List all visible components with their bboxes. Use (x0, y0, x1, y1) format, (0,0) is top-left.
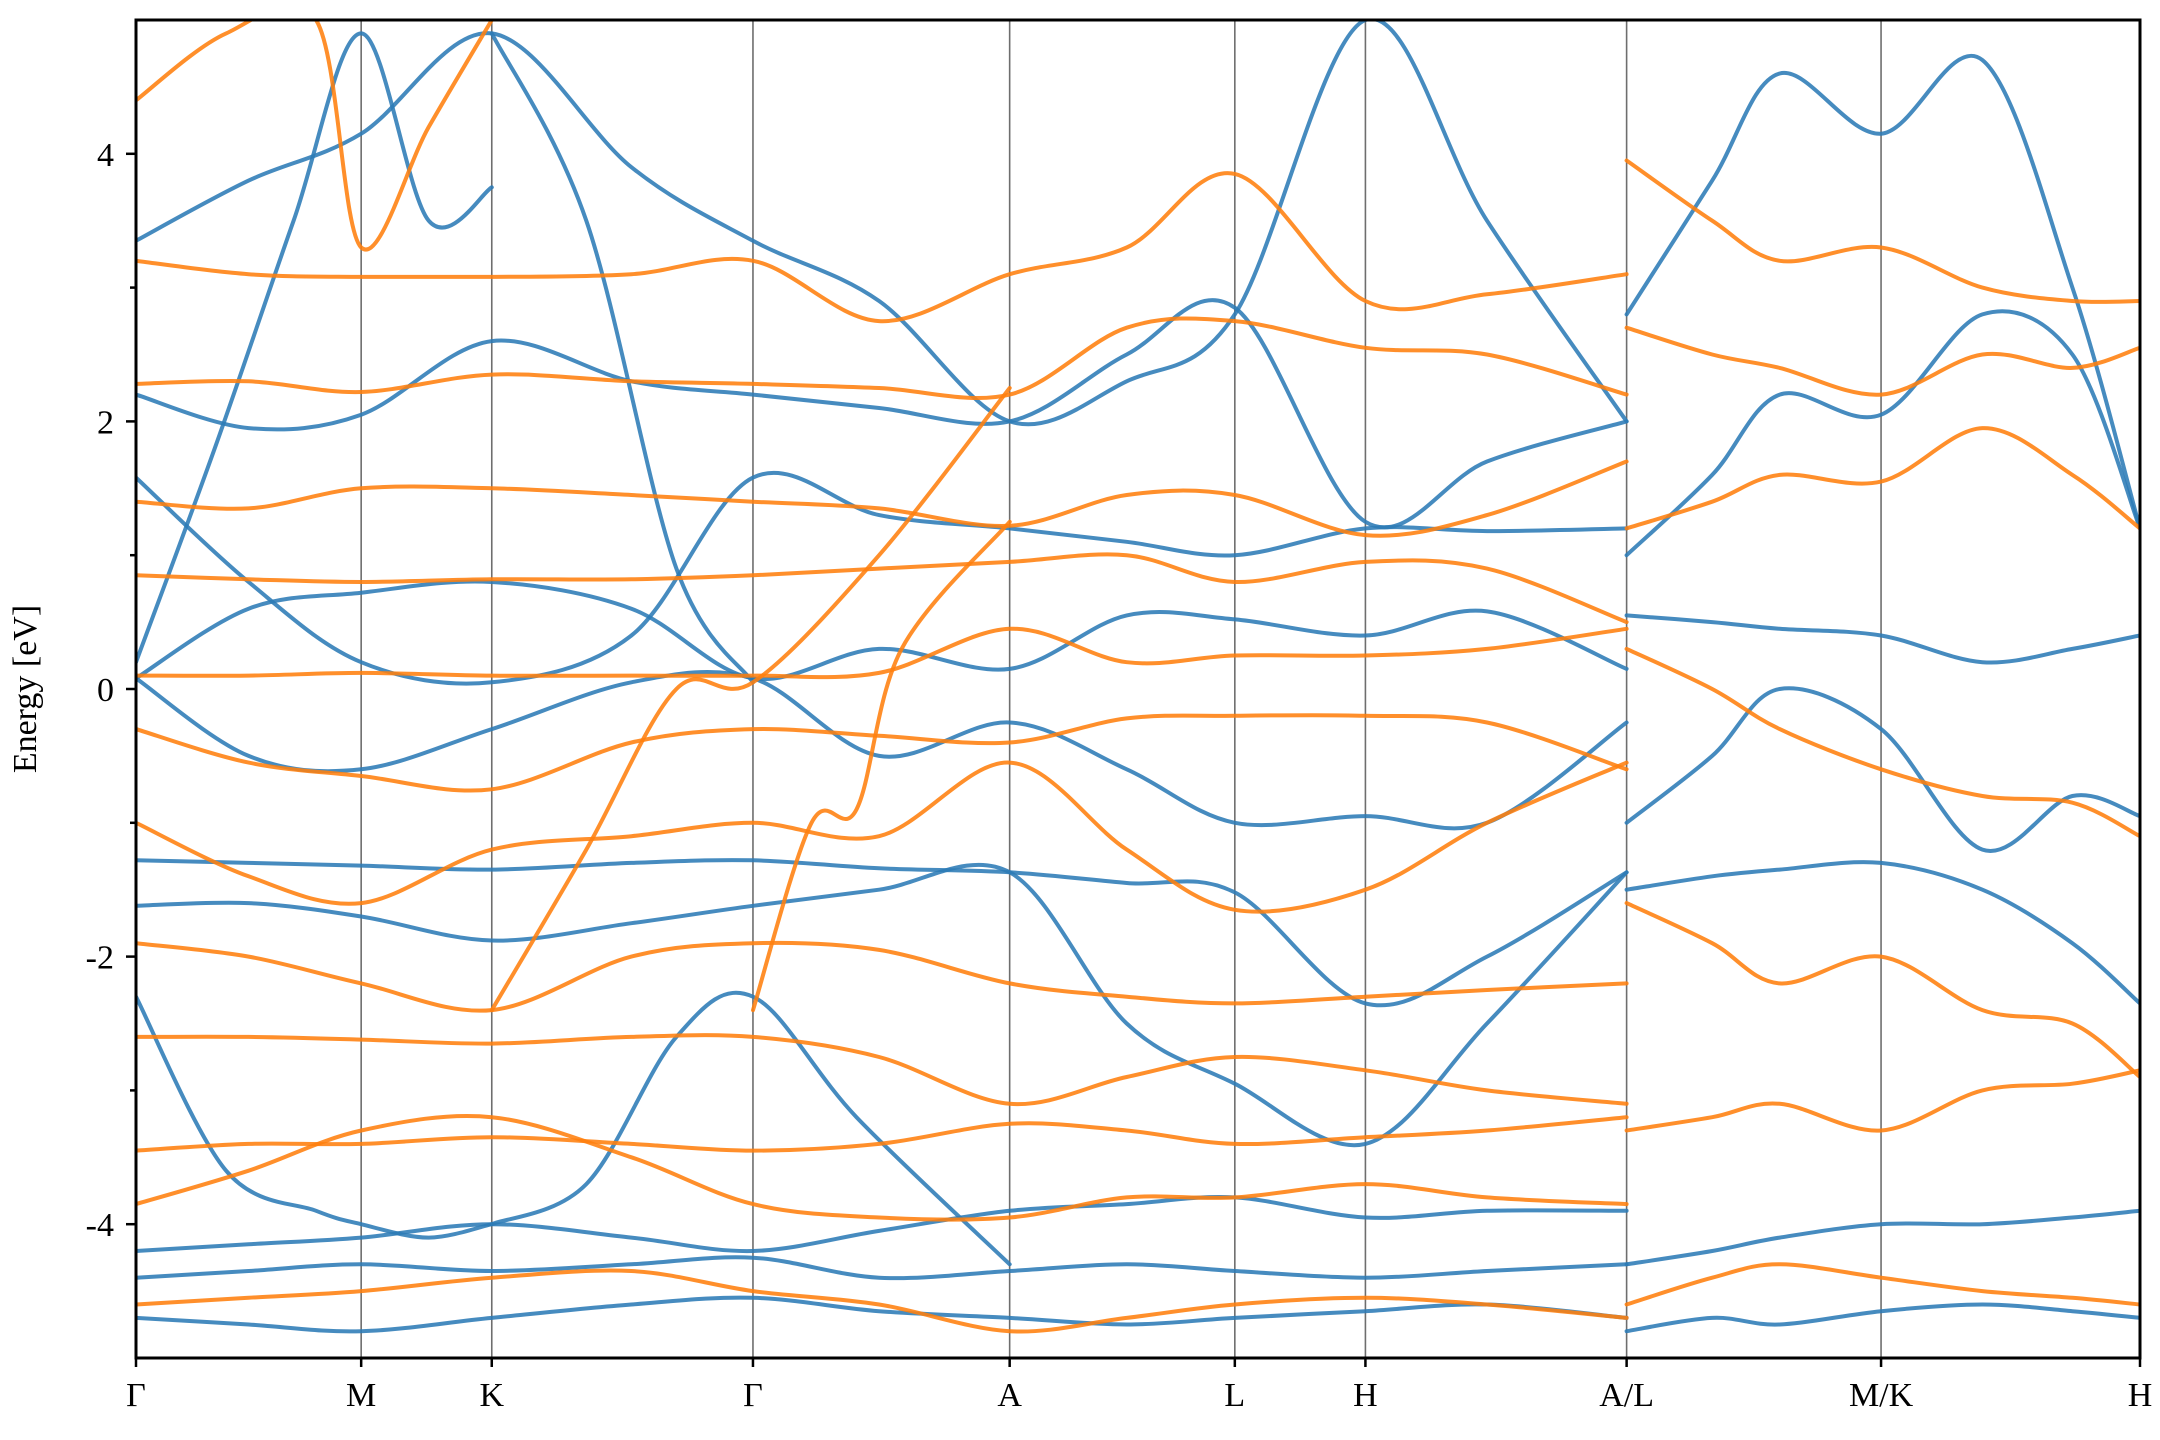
y-tick-label: 2 (97, 404, 114, 441)
band-spin-down (136, 171, 1629, 324)
x-axis-ticks: Γ M K Γ A L H A/L M/K H (126, 1358, 2152, 1414)
x-tick-label: Γ (126, 1377, 146, 1414)
band-spin-up (136, 858, 1629, 1008)
band-spin-down (136, 552, 1629, 625)
band-spin-down (1624, 426, 2140, 531)
band-spin-up (489, 31, 755, 685)
x-tick-label: H (1353, 1377, 1378, 1414)
band-spin-down (1624, 325, 2140, 397)
band-spin-down (136, 1033, 1629, 1107)
band-spin-up (1624, 613, 2140, 665)
band-spin-up (489, 990, 1012, 1267)
band-spin-down (751, 519, 1012, 1013)
x-tick-label: A/L (1599, 1377, 1654, 1414)
band-spin-up (136, 1195, 1629, 1254)
y-tick-label: -2 (86, 940, 114, 977)
band-spin-up (136, 994, 494, 1240)
band-spin-down (489, 386, 1012, 1013)
band-spin-down (1624, 1262, 2140, 1307)
x-tick-label: L (1224, 1377, 1245, 1414)
band-spin-up (136, 31, 494, 665)
band-spin-down (136, 760, 1629, 914)
y-axis-ticks: -4 -2 0 2 4 (86, 137, 136, 1244)
x-tick-label: Γ (743, 1377, 763, 1414)
y-axis-label: Energy [eV] (7, 605, 44, 773)
band-spin-down (136, 713, 1629, 793)
band-spin-up (136, 470, 1629, 686)
band-spin-down (1624, 158, 2140, 304)
band-spin-down (136, 316, 1629, 401)
band-spin-up (136, 20, 1629, 427)
band-spin-down (1624, 901, 2140, 1079)
y-tick-label: 4 (97, 137, 114, 174)
band-spin-up (136, 579, 1629, 682)
kpoint-lines (360, 20, 1882, 1358)
band-spin-down (136, 1268, 1629, 1334)
band-spin-down (136, 1114, 1629, 1222)
band-spin-up (136, 1255, 1629, 1281)
x-tick-label: K (479, 1377, 504, 1414)
band-spin-up (1624, 1302, 2140, 1334)
band-spin-down (136, 626, 1629, 680)
band-spin-up (1624, 54, 2140, 531)
band-spin-up (136, 298, 1629, 530)
band-spin-up (136, 669, 1629, 831)
y-tick-label: 0 (97, 672, 114, 709)
x-tick-label: M/K (1849, 1377, 1914, 1414)
band-spin-down (136, 459, 1629, 538)
band-spin-down (1624, 646, 2140, 839)
plot-frame (134, 18, 2142, 1360)
band-lines (136, 20, 2140, 1334)
band-spin-up (1624, 309, 2140, 558)
band-spin-up (136, 1295, 1629, 1334)
x-tick-label: A (997, 1377, 1022, 1414)
band-spin-down (1624, 1068, 2140, 1133)
x-tick-label: M (346, 1377, 376, 1414)
band-spin-down (136, 20, 494, 252)
x-tick-label: H (2128, 1377, 2153, 1414)
y-tick-label: -4 (86, 1207, 114, 1244)
band-spin-up (1624, 1208, 2140, 1267)
band-spin-down (136, 1115, 1629, 1153)
band-spin-up (1624, 860, 2140, 1006)
band-spin-up (136, 862, 1629, 1148)
band-spin-down (136, 940, 1629, 1013)
